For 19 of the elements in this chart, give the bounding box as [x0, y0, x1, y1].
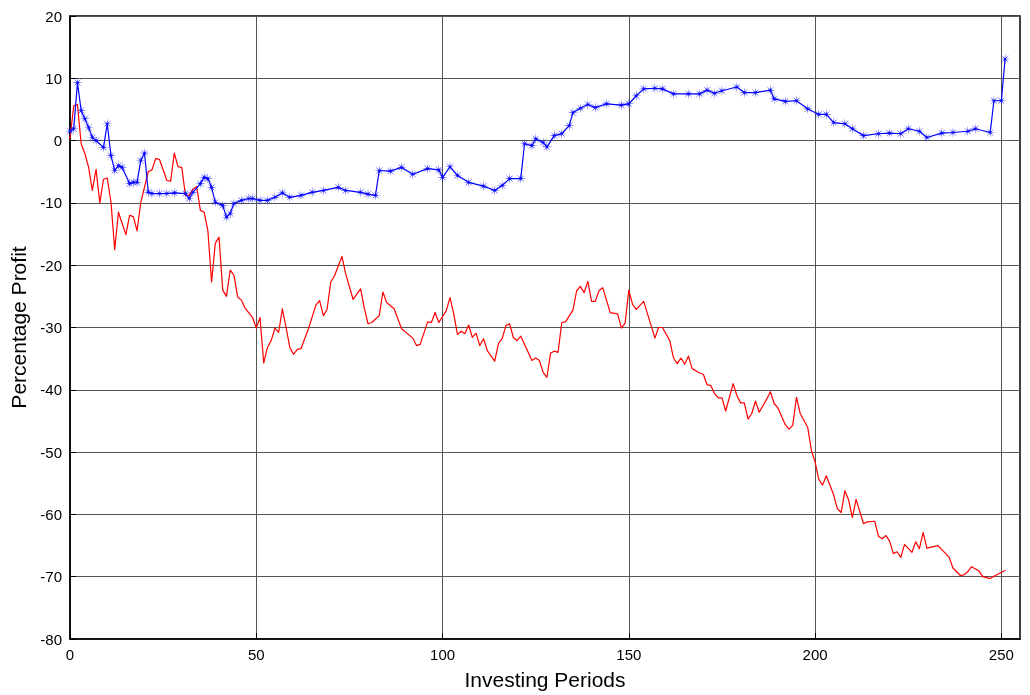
y-tick-label: 20	[45, 7, 62, 25]
y-tick-label: -10	[40, 194, 62, 212]
y-tick-label: -20	[40, 256, 62, 274]
x-tick-label: 100	[430, 646, 456, 663]
x-tick-label: 0	[65, 646, 75, 663]
y-tick-label: 0	[53, 132, 62, 150]
y-tick-label: -80	[40, 630, 62, 648]
y-axis-title: Percentage Profit	[7, 246, 31, 409]
y-tick-label: 10	[45, 69, 62, 87]
y-tick-label: -60	[40, 505, 62, 523]
x-tick-label: 250	[988, 646, 1014, 663]
x-tick-label: 150	[616, 646, 642, 663]
y-tick-label: -30	[40, 319, 62, 336]
y-tick-label: -50	[40, 443, 62, 461]
x-tick-label: 50	[247, 646, 265, 663]
x-axis-title: Investing Periods	[464, 668, 626, 691]
y-tick-label: -70	[40, 568, 62, 586]
y-tick-label: -40	[40, 381, 62, 399]
x-tick-label: 200	[802, 646, 828, 663]
